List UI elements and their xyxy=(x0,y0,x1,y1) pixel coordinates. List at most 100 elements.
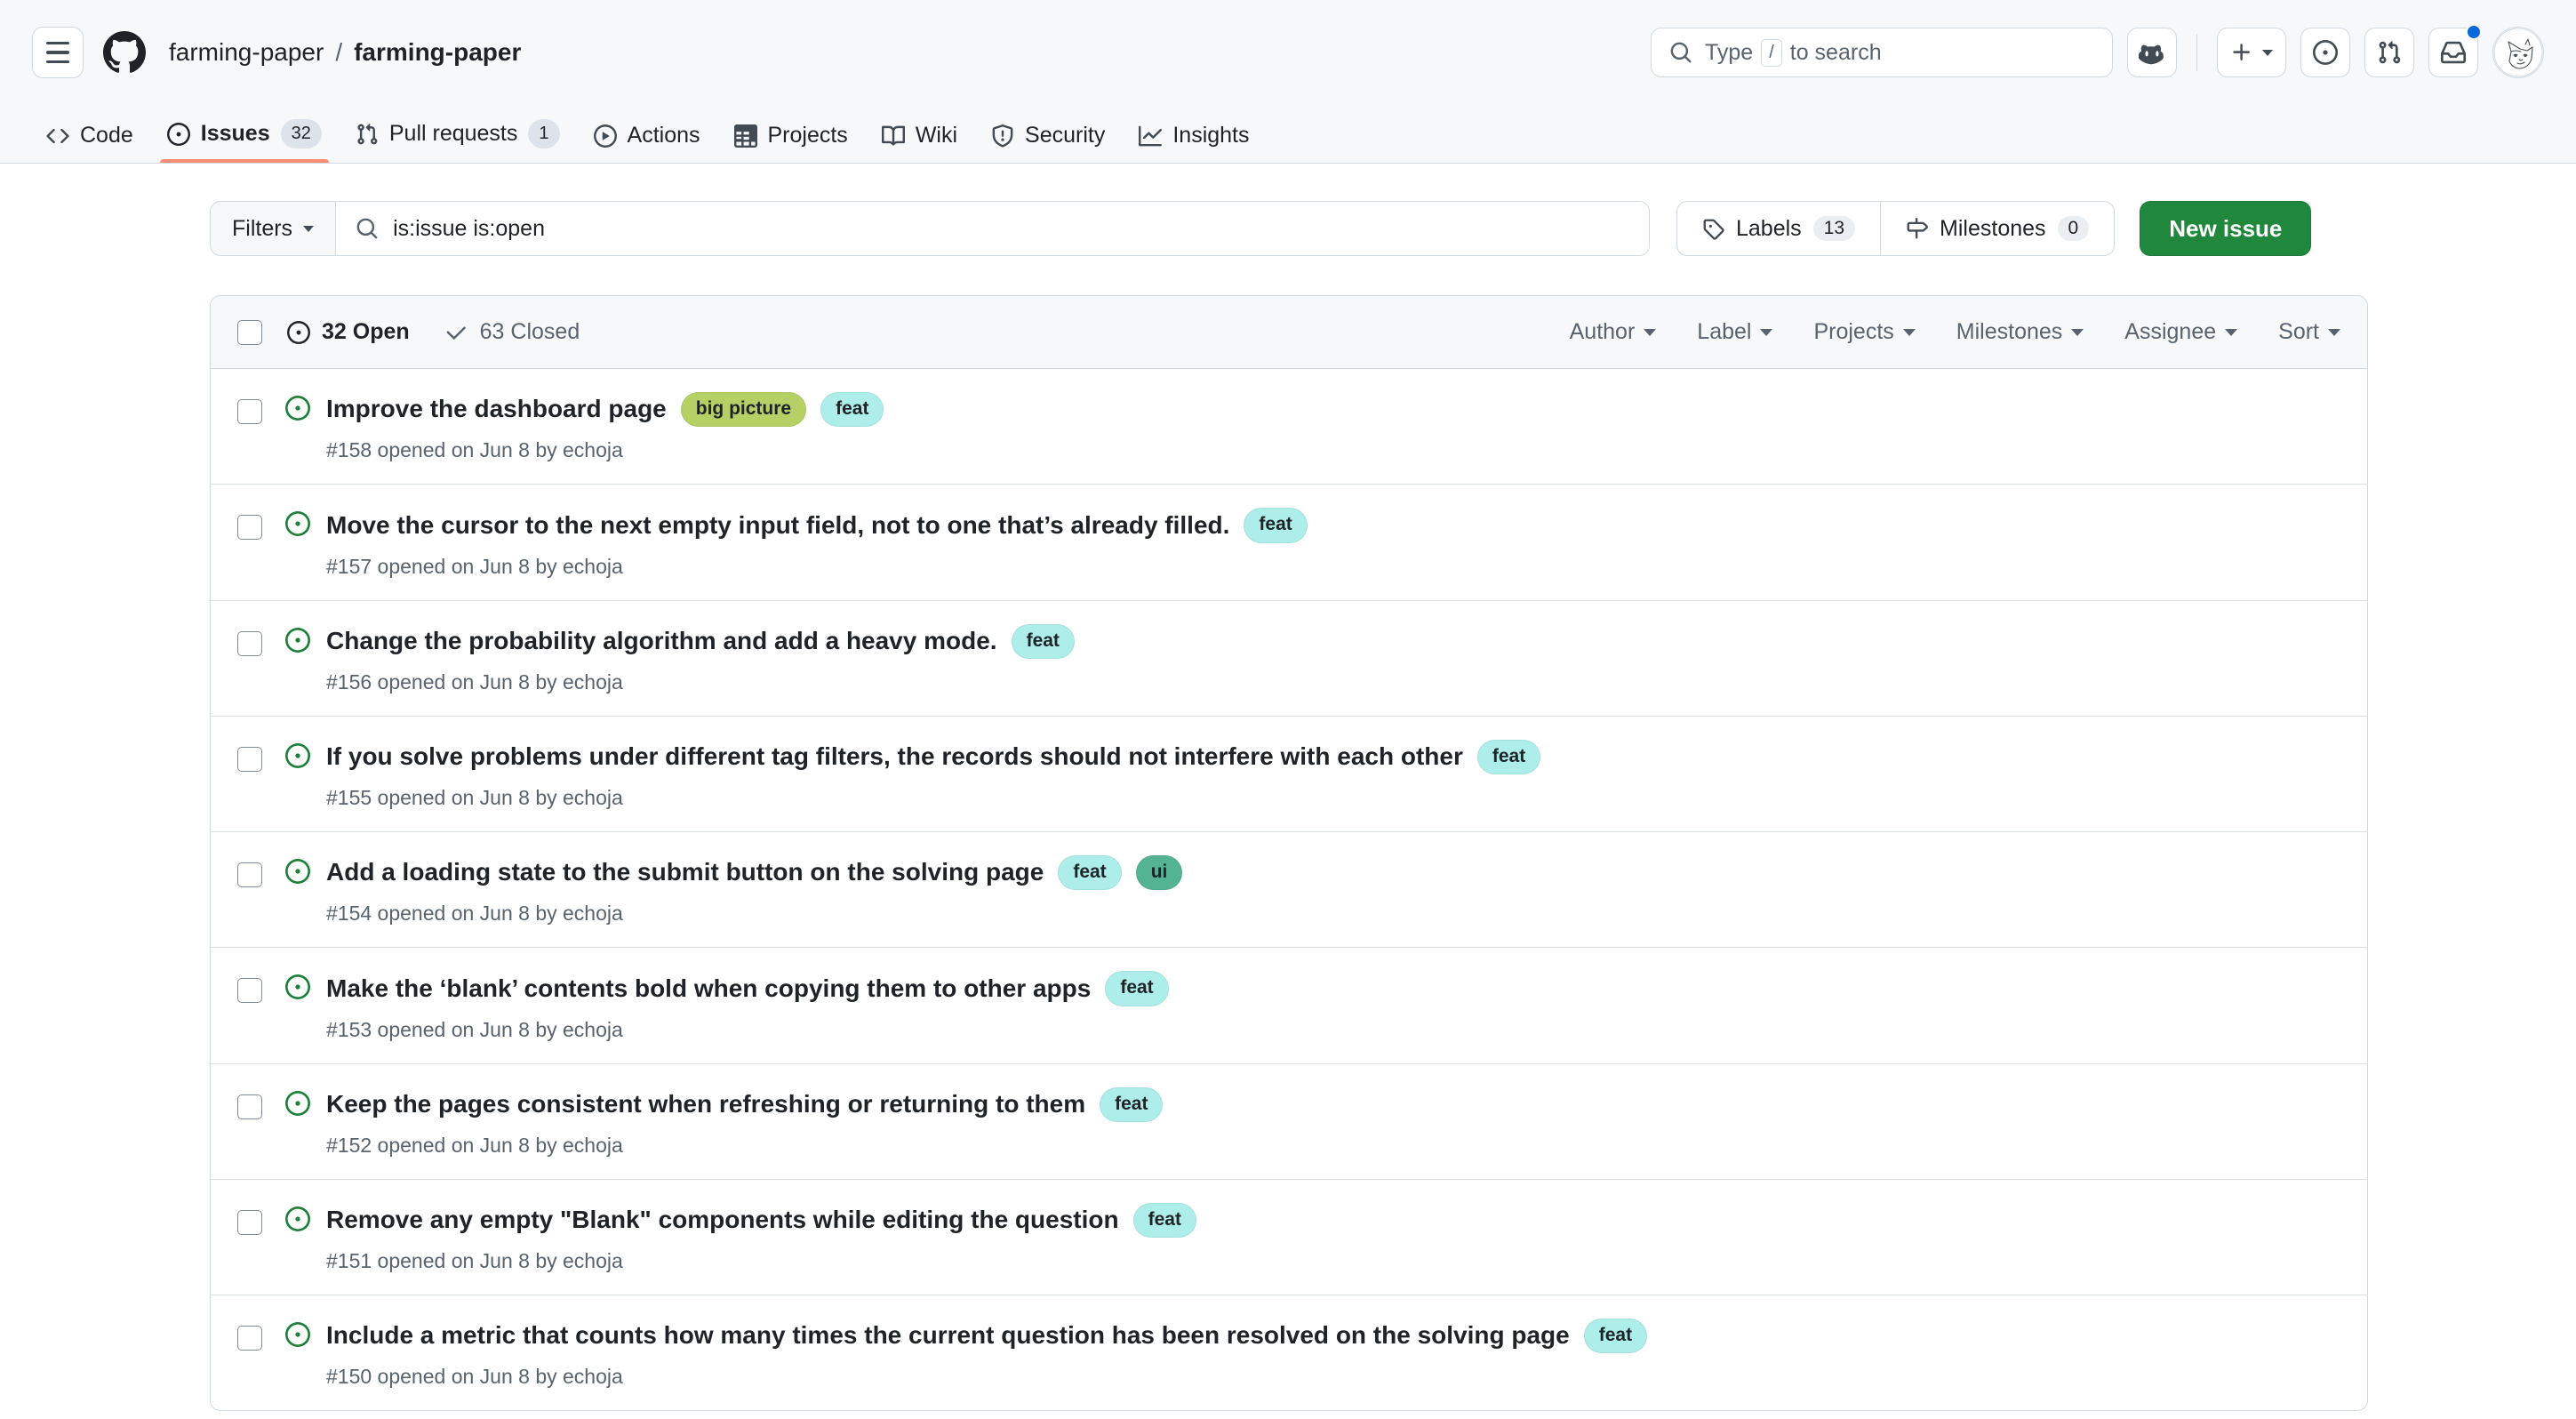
milestone-icon xyxy=(1907,217,1928,238)
assignee-filter[interactable]: Assignee xyxy=(2124,319,2238,345)
issue-title-line: Add a loading state to the submit button… xyxy=(326,855,1183,891)
issue-row[interactable]: If you solve problems under different ta… xyxy=(211,716,2367,832)
milestones-filter[interactable]: Milestones xyxy=(1956,319,2084,345)
issue-opened-icon xyxy=(285,1206,310,1236)
issue-row[interactable]: Add a loading state to the submit button… xyxy=(211,832,2367,949)
issue-label[interactable]: big picture xyxy=(680,392,807,428)
chevron-down-icon xyxy=(2262,49,2273,56)
issue-checkbox[interactable] xyxy=(237,1209,262,1235)
issue-row[interactable]: Keep the pages consistent when refreshin… xyxy=(211,1063,2367,1180)
tab-code[interactable]: Code xyxy=(32,123,148,163)
your-issues-button[interactable] xyxy=(2300,28,2350,77)
select-all-checkbox[interactable] xyxy=(237,319,262,345)
issue-checkbox[interactable] xyxy=(237,1094,262,1119)
label-filter[interactable]: Label xyxy=(1697,319,1773,345)
chevron-down-icon xyxy=(1644,328,1657,336)
tab-pull-requests-count: 1 xyxy=(528,119,560,148)
issue-row[interactable]: Improve the dashboard page big picture fea… xyxy=(211,369,2367,485)
issue-title[interactable]: Add a loading state to the submit button… xyxy=(326,858,1044,886)
issue-label[interactable]: feat xyxy=(1476,739,1541,774)
create-new-button[interactable] xyxy=(2217,28,2286,77)
header-divider xyxy=(2196,34,2197,71)
issue-meta: #152 opened on Jun 8 by echoja xyxy=(326,1133,623,1157)
issue-row[interactable]: Make the ‘blank’ contents bold when copy… xyxy=(211,948,2367,1064)
copilot-icon[interactable] xyxy=(2127,28,2177,77)
milestones-label: Milestones xyxy=(1940,215,2046,241)
tab-pull-requests[interactable]: Pull requests 1 xyxy=(341,119,574,163)
issue-row[interactable]: Change the probability algorithm and add… xyxy=(211,600,2367,717)
issue-label[interactable]: feat xyxy=(1244,508,1308,543)
table-icon xyxy=(733,124,757,148)
issue-checkbox[interactable] xyxy=(237,630,262,656)
issue-opened-icon xyxy=(285,627,310,657)
issue-label[interactable]: feat xyxy=(1011,623,1075,659)
issue-checkbox[interactable] xyxy=(237,978,262,1004)
main-content: Filters is:issue is:open Labels 13 Miles… xyxy=(0,164,2576,1412)
search-input[interactable]: Type / to search xyxy=(1651,28,2113,77)
new-issue-button[interactable]: New issue xyxy=(2140,201,2312,256)
projects-filter[interactable]: Projects xyxy=(1813,319,1916,345)
tab-security[interactable]: Security xyxy=(977,123,1119,163)
issue-checkbox[interactable] xyxy=(237,1326,262,1351)
issue-title[interactable]: Include a metric that counts how many ti… xyxy=(326,1321,1570,1350)
tab-code-label: Code xyxy=(80,123,133,148)
issue-meta: #156 opened on Jun 8 by echoja xyxy=(326,669,623,693)
issue-row[interactable]: Remove any empty "Blank" components whil… xyxy=(211,1179,2367,1295)
tab-insights[interactable]: Insights xyxy=(1124,123,1263,163)
issue-title-line: Improve the dashboard page big picture fea… xyxy=(326,392,884,428)
issue-label[interactable]: ui xyxy=(1135,855,1183,891)
filter-search-group: Filters is:issue is:open xyxy=(210,201,1650,256)
issue-title[interactable]: Remove any empty "Blank" components whil… xyxy=(326,1206,1119,1234)
tab-actions[interactable]: Actions xyxy=(580,123,715,163)
tab-issues[interactable]: Issues 32 xyxy=(153,119,336,163)
issue-opened-icon xyxy=(285,511,310,541)
issue-checkbox[interactable] xyxy=(237,862,262,887)
labels-button[interactable]: Labels 13 xyxy=(1677,202,1880,255)
hamburger-menu-icon[interactable] xyxy=(32,27,84,78)
tab-issues-count: 32 xyxy=(280,119,322,148)
issue-label[interactable]: feat xyxy=(1105,971,1169,1006)
issue-body: Add a loading state to the submit button… xyxy=(326,855,1183,926)
issue-label[interactable]: feat xyxy=(1100,1086,1164,1122)
issue-meta: #153 opened on Jun 8 by echoja xyxy=(326,1017,623,1041)
issue-label[interactable]: feat xyxy=(1058,855,1122,891)
play-icon xyxy=(593,124,617,148)
issue-row[interactable]: Move the cursor to the next empty input … xyxy=(211,485,2367,601)
closed-issues-tab[interactable]: 63 Closed xyxy=(445,319,580,345)
issue-title[interactable]: Improve the dashboard page xyxy=(326,395,667,423)
issues-search-input[interactable]: is:issue is:open xyxy=(336,202,1649,255)
issue-title[interactable]: If you solve problems under different ta… xyxy=(326,742,1463,771)
tab-pull-requests-label: Pull requests xyxy=(388,121,518,146)
tab-projects[interactable]: Projects xyxy=(720,123,862,163)
your-pull-requests-button[interactable] xyxy=(2364,28,2414,77)
book-icon xyxy=(881,125,905,146)
sort-filter[interactable]: Sort xyxy=(2278,319,2340,345)
open-issues-tab[interactable]: 32 Open xyxy=(287,319,410,345)
issue-title[interactable]: Change the probability algorithm and add… xyxy=(326,626,997,654)
issue-title-line: If you solve problems under different ta… xyxy=(326,739,1541,774)
breadcrumb-owner[interactable]: farming-paper xyxy=(169,38,324,66)
issue-row[interactable]: Include a metric that counts how many ti… xyxy=(211,1295,2367,1411)
issue-title[interactable]: Make the ‘blank’ contents bold when copy… xyxy=(326,974,1092,1002)
issue-opened-icon xyxy=(287,320,310,344)
check-icon xyxy=(446,326,466,340)
issue-checkbox[interactable] xyxy=(237,515,262,541)
notifications-inbox-button[interactable] xyxy=(2428,24,2482,77)
avatar[interactable] xyxy=(2492,27,2544,78)
author-filter[interactable]: Author xyxy=(1570,319,1657,345)
issue-checkbox[interactable] xyxy=(237,746,262,772)
issue-title[interactable]: Keep the pages consistent when refreshin… xyxy=(326,1089,1086,1118)
issue-label[interactable]: feat xyxy=(820,392,884,428)
breadcrumb-repo[interactable]: farming-paper xyxy=(354,38,522,66)
tab-wiki[interactable]: Wiki xyxy=(868,123,972,163)
issue-meta: #155 opened on Jun 8 by echoja xyxy=(326,786,623,809)
filters-dropdown[interactable]: Filters xyxy=(211,202,337,255)
issue-checkbox[interactable] xyxy=(237,399,262,424)
milestones-button[interactable]: Milestones 0 xyxy=(1880,202,2114,255)
issue-label[interactable]: feat xyxy=(1583,1319,1648,1354)
github-logo-icon[interactable] xyxy=(103,31,146,74)
notification-indicator xyxy=(2466,24,2482,40)
slash-key-hint: / xyxy=(1761,38,1782,67)
issue-label[interactable]: feat xyxy=(1132,1202,1196,1238)
issue-title[interactable]: Move the cursor to the next empty input … xyxy=(326,510,1230,539)
